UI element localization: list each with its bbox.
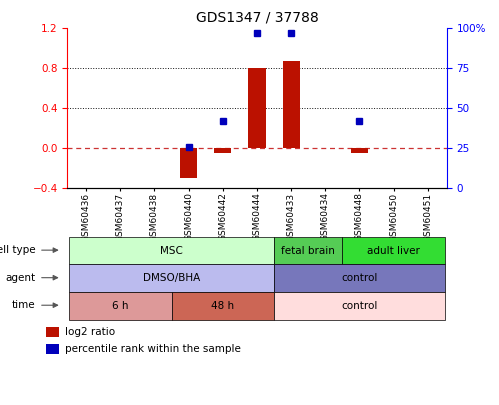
Text: agent: agent [5,273,36,283]
Text: 6 h: 6 h [112,301,129,311]
Text: time: time [12,300,36,310]
Text: 48 h: 48 h [211,301,235,311]
Title: GDS1347 / 37788: GDS1347 / 37788 [196,11,318,24]
Bar [46,344,59,354]
Text: adult liver: adult liver [367,246,420,256]
Bar [351,148,368,153]
Text: control: control [341,301,378,311]
Text: DMSO/BHA: DMSO/BHA [143,273,200,283]
Text: fetal brain: fetal brain [281,246,335,256]
Text: percentile rank within the sample: percentile rank within the sample [65,344,241,354]
Bar [180,148,197,178]
Bar [282,61,300,148]
Bar [249,68,265,148]
Text: log2 ratio: log2 ratio [65,327,115,337]
Bar [214,148,232,153]
Text: cell type: cell type [0,245,36,255]
Text: MSC: MSC [160,246,183,256]
Bar [46,327,59,337]
Text: control: control [341,273,378,283]
